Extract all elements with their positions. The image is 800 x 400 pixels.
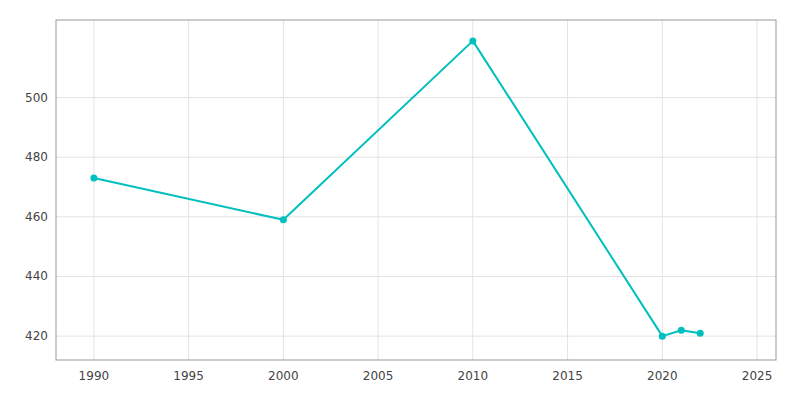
grid (56, 20, 776, 360)
y-tick-label: 500 (25, 91, 48, 105)
point (90, 175, 97, 182)
grid-line-x (188, 20, 189, 360)
grid-line-x (283, 20, 284, 360)
y-tick-label: 460 (25, 210, 48, 224)
plot-area (56, 20, 776, 360)
grid-line-y (56, 336, 776, 337)
x-tick-label: 2020 (647, 369, 678, 383)
point (469, 37, 476, 44)
grid-line-x (378, 20, 379, 360)
tick-labels: 1990 1995 2000 2005 2010 2015 2020 2025 420 440 46… (25, 91, 772, 383)
y-tick-label: 480 (25, 150, 48, 164)
line (94, 41, 700, 336)
point (678, 327, 685, 334)
x-tick-label: 2025 (742, 369, 773, 383)
data-layer (90, 37, 703, 339)
grid-line-y (56, 216, 776, 217)
point (697, 330, 704, 337)
chart-svg: 1990 1995 2000 2005 2010 2015 2020 2025 420 440 46… (0, 0, 800, 400)
x-tick-label: 1995 (173, 369, 204, 383)
x-tick-label: 2005 (363, 369, 394, 383)
grid-line-y (56, 157, 776, 158)
grid-line-y (56, 276, 776, 277)
grid-line-y (56, 97, 776, 98)
chart-container: 1990 1995 2000 2005 2010 2015 2020 2025 420 440 46… (0, 0, 800, 400)
grid-line-x (757, 20, 758, 360)
point (659, 333, 666, 340)
grid-line-x (472, 20, 473, 360)
y-tick-label: 420 (25, 329, 48, 343)
x-tick-label: 2015 (552, 369, 583, 383)
plot-frame (56, 20, 776, 360)
y-tick-label: 440 (25, 269, 48, 283)
x-tick-label: 2000 (268, 369, 299, 383)
point (280, 216, 287, 223)
grid-line-x (93, 20, 94, 360)
x-tick-label: 1990 (79, 369, 110, 383)
x-tick-label: 2010 (458, 369, 489, 383)
grid-line-x (662, 20, 663, 360)
